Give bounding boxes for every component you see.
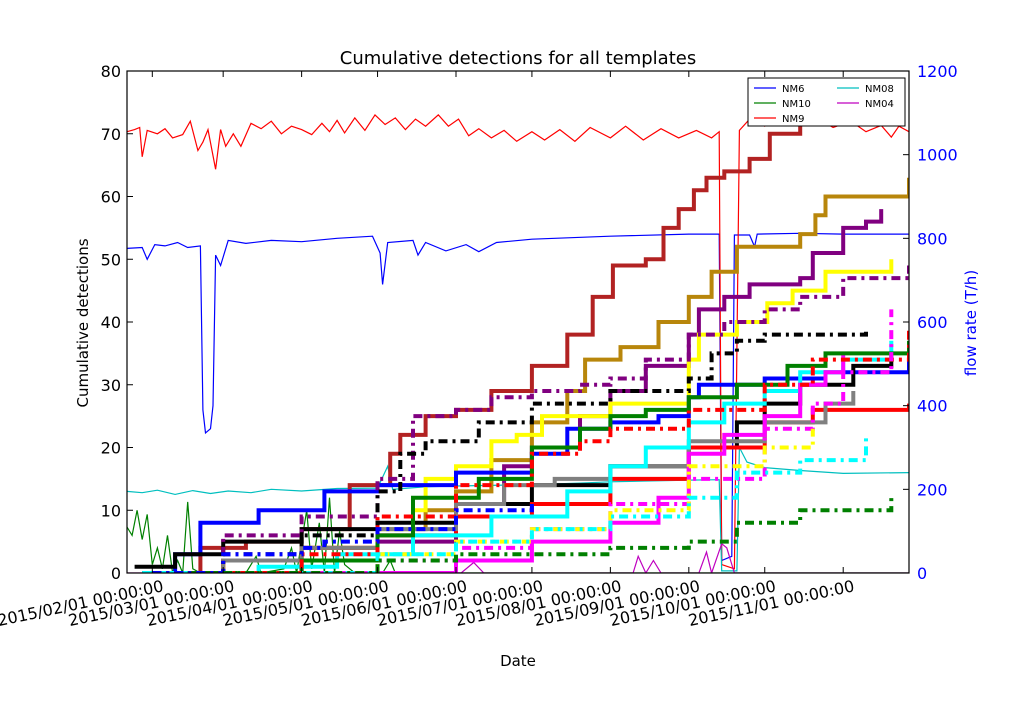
y2-tick-label: 0 <box>917 564 927 583</box>
detection-line-13 <box>152 328 868 573</box>
y2-tick-label: 400 <box>917 397 948 416</box>
plot-area <box>127 113 909 573</box>
x-axis-label: Date <box>500 652 536 670</box>
detection-line-18 <box>301 434 868 573</box>
y2-tick-label: 1200 <box>917 62 958 81</box>
flow-line-nm9 <box>127 113 909 570</box>
y-axis-label: Cumulative detections <box>74 238 92 407</box>
legend-label-nm04: NM04 <box>865 99 894 110</box>
y-tick-label: 30 <box>101 376 121 395</box>
detection-line-1 <box>142 121 803 573</box>
y-tick-label: 20 <box>101 439 121 458</box>
y-tick-label: 40 <box>101 313 121 332</box>
legend: NM6 NM10 NM9 NM08 NM04 <box>747 77 906 127</box>
y-tick-label: 10 <box>101 501 121 520</box>
legend-label-nm08: NM08 <box>865 84 894 95</box>
legend-label-nm6: NM6 <box>782 84 804 95</box>
y2-tick-label: 800 <box>917 229 948 248</box>
y-tick-label: 0 <box>111 564 121 583</box>
chart-title: Cumulative detections for all templates <box>340 48 696 69</box>
y2-axis-label: flow rate (T/h) <box>962 270 980 376</box>
y-tick-label: 60 <box>101 188 121 207</box>
y2-tick-label: 1000 <box>917 146 958 165</box>
legend-label-nm9: NM9 <box>782 114 804 125</box>
detection-line-17 <box>223 428 815 573</box>
legend-label-nm10: NM10 <box>782 99 811 110</box>
detection-line-10 <box>258 353 846 573</box>
flow-line-nm04 <box>127 542 909 573</box>
flow-line-nm6 <box>127 232 909 562</box>
detection-line-16 <box>152 504 534 573</box>
y-tick-label: 50 <box>101 250 121 269</box>
y-tick-label: 70 <box>101 125 121 144</box>
y-tick-label: 80 <box>101 62 121 81</box>
plot-lines <box>127 113 909 573</box>
detection-line-19 <box>223 497 894 573</box>
y2-tick-label: 600 <box>917 313 948 332</box>
y2-tick-label: 200 <box>917 480 948 499</box>
flow-line-nm10 <box>127 497 909 573</box>
